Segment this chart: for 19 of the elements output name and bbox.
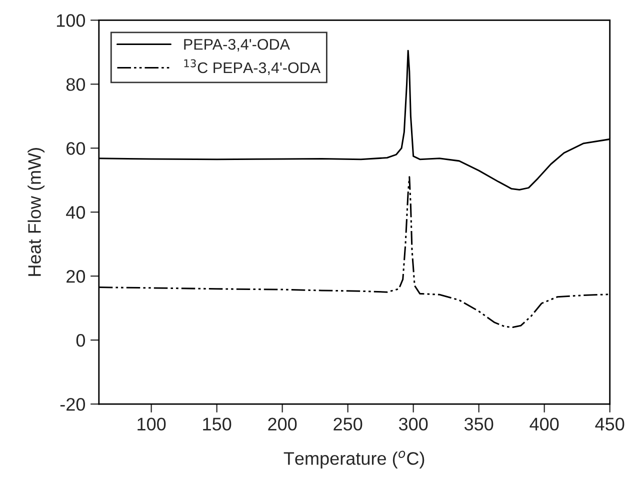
- legend-label: PEPA-3,4'-ODA: [184, 38, 290, 52]
- y-tick-label: -20: [60, 398, 86, 411]
- x-tick-label: 100: [138, 418, 166, 430]
- y-tick-label: 100: [56, 14, 86, 27]
- y-axis-title: Heat Flow (mW): [28, 148, 44, 276]
- x-tick-label: 400: [530, 418, 559, 430]
- x-tick-label: 450: [595, 418, 624, 430]
- x-axis-title: Temperature ($^{o}$C): [284, 450, 424, 468]
- y-tick-label: 60: [66, 142, 86, 155]
- x-tick-label: 200: [268, 418, 297, 430]
- y-tick-label: 20: [66, 270, 86, 283]
- x-tick-label: 350: [464, 418, 494, 430]
- y-tick-label: 80: [66, 78, 86, 91]
- y-tick-label: 0: [76, 334, 86, 347]
- x-tick-label: 300: [398, 418, 428, 430]
- legend-label: $^{13}$C PEPA-3,4'-ODA: [184, 59, 321, 75]
- y-tick-label: 40: [66, 206, 86, 219]
- x-tick-label: 150: [203, 418, 232, 430]
- x-tick-label: 250: [334, 418, 362, 430]
